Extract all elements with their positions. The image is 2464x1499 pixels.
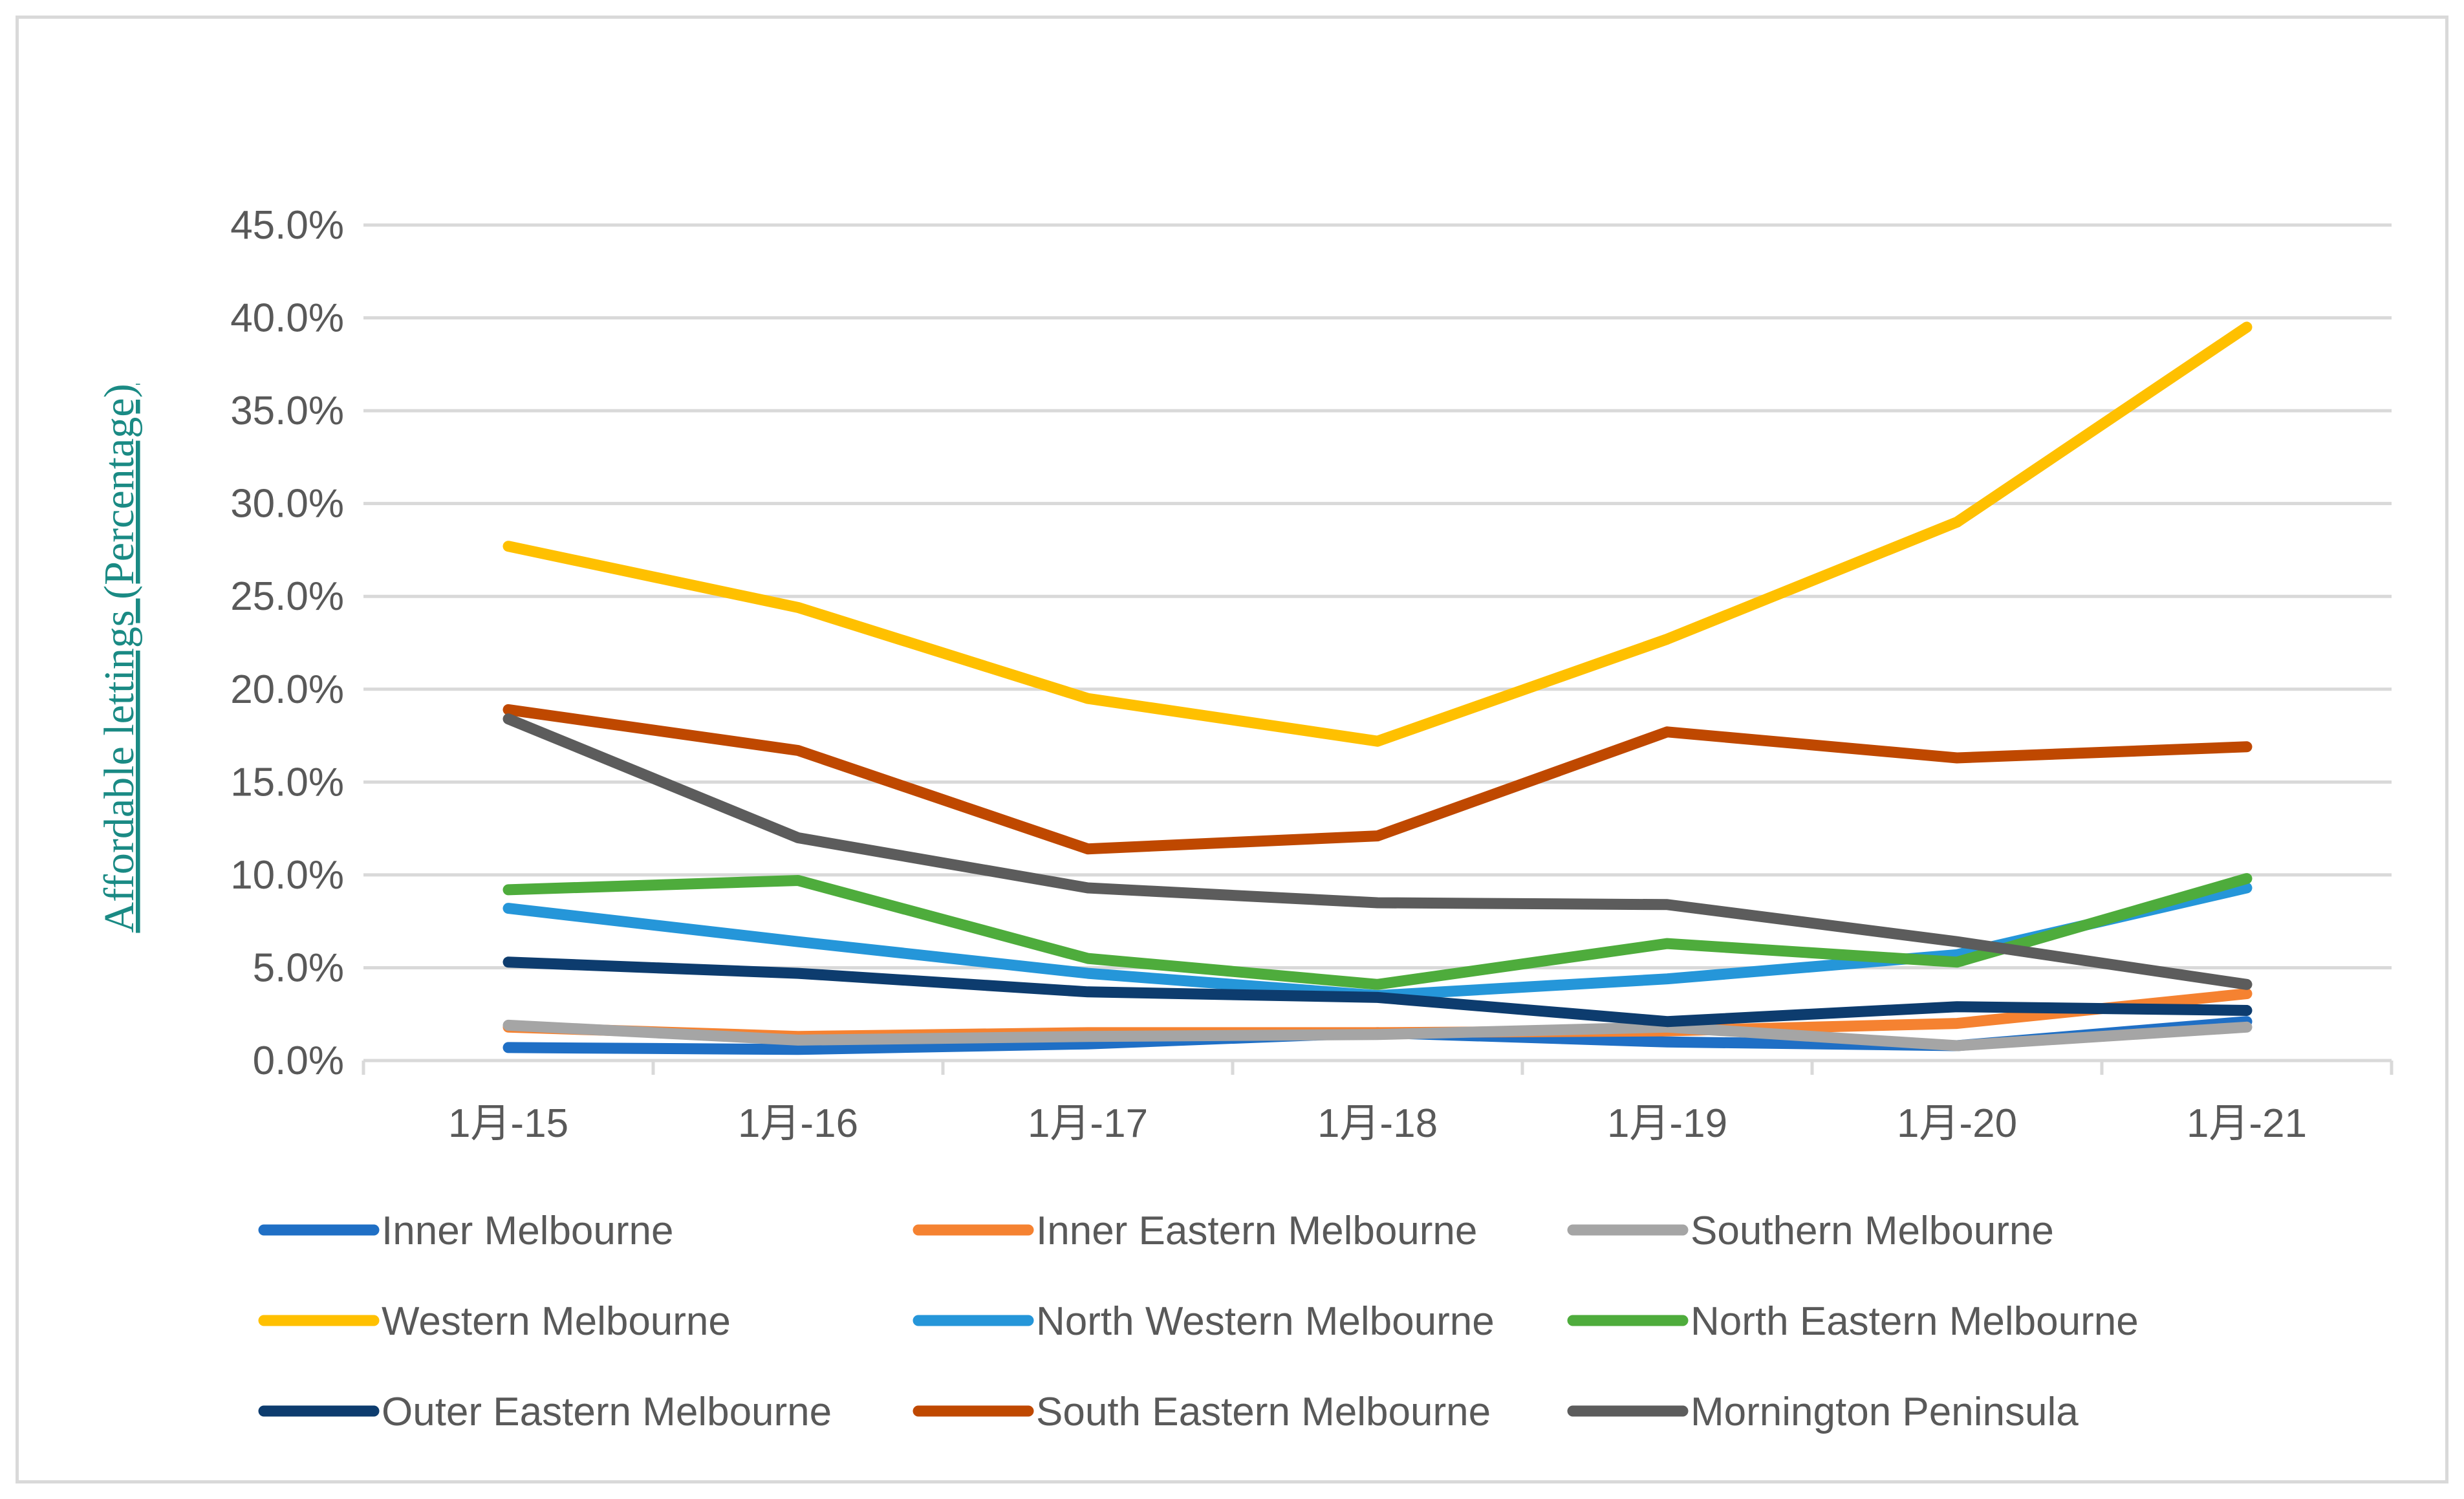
series-line-north-eastern-melbourne xyxy=(503,873,2253,990)
y-tick-label: 0.0% xyxy=(253,1039,344,1083)
x-tick-label: 1月-16 xyxy=(738,1101,858,1146)
series-line-mornington-peninsula xyxy=(503,713,2253,990)
y-tick-label: 25.0% xyxy=(230,574,344,619)
legend: Inner Melbourne Inner Eastern Melbourne So… xyxy=(258,1209,2139,1434)
legend-label: South Eastern Melbourne xyxy=(1036,1390,1491,1434)
y-tick-label: 15.0% xyxy=(230,760,344,804)
x-axis: 1月-15 1月-16 1月-17 1月-18 1月-19 1月-20 1月-21 xyxy=(362,1059,2394,1146)
series-lines xyxy=(503,321,2253,1055)
legend-label: Inner Melbourne xyxy=(382,1209,674,1253)
y-axis-ticks: 0.0% 5.0% 10.0% 15.0% 20.0% 25.0% 30.0% 35.0% 40… xyxy=(230,203,344,1083)
y-tick-label: 20.0% xyxy=(230,667,344,712)
legend-label: Outer Eastern Melbourne xyxy=(382,1390,832,1434)
series-line-southern-melbourne xyxy=(503,1019,2253,1051)
series-line-outer-eastern-melbourne xyxy=(503,956,2253,1028)
legend-label: Western Melbourne xyxy=(382,1299,731,1344)
y-tick-label: 40.0% xyxy=(230,296,344,341)
legend-label: North Eastern Melbourne xyxy=(1691,1299,2139,1344)
y-tick-label: 35.0% xyxy=(230,389,344,433)
y-axis-label: Affordable lettings (Percentage) xyxy=(96,383,143,933)
legend-label: Inner Eastern Melbourne xyxy=(1036,1209,1477,1253)
x-tick-label: 1月-21 xyxy=(2187,1101,2307,1146)
y-tick-label: 30.0% xyxy=(230,482,344,526)
gridlines xyxy=(363,223,2392,969)
y-tick-label: 5.0% xyxy=(253,945,344,990)
x-tick-label: 1月-18 xyxy=(1317,1101,1438,1146)
y-tick-label: 10.0% xyxy=(230,853,344,898)
series-line-western-melbourne xyxy=(503,321,2253,747)
x-tick-label: 1月-17 xyxy=(1028,1101,1148,1146)
y-tick-label: 45.0% xyxy=(230,203,344,248)
x-tick-label: 1月-19 xyxy=(1607,1101,1727,1146)
x-tick-label: 1月-20 xyxy=(1897,1101,2017,1146)
legend-label: North Western Melbourne xyxy=(1036,1299,1495,1344)
chart-frame xyxy=(16,16,2448,1483)
legend-label: Mornington Peninsula xyxy=(1691,1390,2079,1434)
legend-label: Southern Melbourne xyxy=(1691,1209,2054,1253)
x-tick-label: 1月-15 xyxy=(448,1101,568,1146)
series-line-south-eastern-melbourne xyxy=(503,704,2253,855)
